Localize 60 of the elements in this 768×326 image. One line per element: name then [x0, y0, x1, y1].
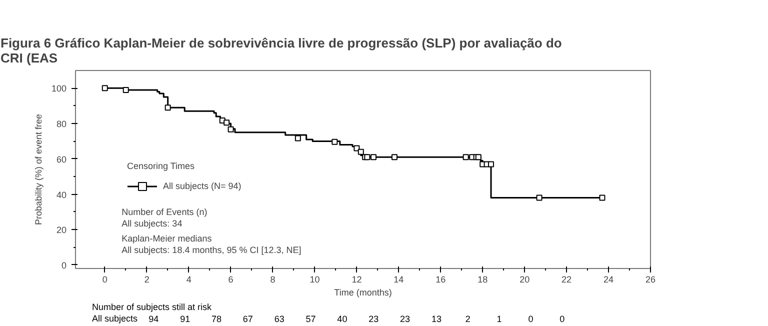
text: Number of subjects still at risk — [92, 302, 212, 312]
point — [488, 161, 494, 168]
text: 78 — [211, 314, 222, 324]
x-tick-label: 22 — [562, 274, 572, 284]
annotation: Number of Events (n) — [122, 206, 208, 217]
chart-title: Figura 6 Gráfico Kaplan-Meier de sobrevivência livre de progressão (SLP) por avaliação do CRI (EAS — [0, 36, 562, 66]
point — [228, 126, 234, 132]
x-tick-label: 8 — [270, 274, 276, 284]
point — [164, 104, 171, 111]
x-tick-label: 2 — [144, 274, 150, 284]
x-tick-label: 10 — [310, 274, 320, 284]
point — [536, 194, 542, 201]
text: 0 — [560, 314, 565, 324]
x-tick-label: 18 — [478, 274, 488, 284]
point — [354, 145, 360, 152]
point — [332, 138, 338, 145]
x-tick-label: 14 — [394, 274, 404, 284]
x-tick-label: 12 — [352, 274, 362, 284]
y-tick-label: 20 — [56, 225, 67, 236]
point — [102, 85, 108, 92]
point — [358, 148, 364, 155]
text: 40 — [337, 314, 348, 324]
annotation: All subjects: 34 — [122, 218, 182, 228]
point — [224, 120, 230, 126]
x-tick-label: 16 — [436, 274, 446, 284]
y-tick-label: 60 — [56, 154, 67, 164]
text: 2 — [465, 314, 470, 324]
text: 67 — [242, 314, 253, 324]
x-tick-label: 0 — [102, 274, 108, 284]
text: 13 — [431, 314, 442, 324]
text: All subjects — [92, 314, 138, 324]
x-tick-label: 24 — [604, 274, 614, 284]
y-tick-label: 40 — [56, 190, 67, 200]
legend-label: All subjects (N= 94) — [163, 181, 242, 191]
point — [370, 154, 376, 160]
y-tick-label: 100 — [51, 84, 67, 94]
text: 1 — [496, 314, 502, 324]
text: 63 — [274, 314, 284, 324]
text: 94 — [148, 314, 159, 324]
x-tick-label: 6 — [228, 274, 234, 284]
annotation: Kaplan-Meier medians — [122, 233, 212, 244]
point — [294, 135, 301, 142]
x-tick-label: 20 — [520, 274, 530, 284]
text: 0 — [528, 314, 534, 324]
legend-title: Censoring Times — [127, 161, 196, 171]
text: 91 — [180, 314, 190, 324]
text: 23 — [400, 314, 410, 324]
annotation: All subjects: 18.4 months, 95 % CI [12.3, NE] — [122, 244, 302, 255]
y-tick-label: 80 — [56, 119, 67, 130]
x-tick-label: 26 — [645, 274, 656, 284]
text: 57 — [306, 314, 316, 324]
point — [391, 154, 398, 160]
x-tick-label: 4 — [186, 274, 192, 284]
y-tick-label: 0 — [61, 260, 67, 270]
point — [462, 154, 469, 160]
point — [599, 194, 606, 201]
y-axis-title: Probability (%) of event free — [33, 114, 44, 226]
x-axis-title: Time (months) — [334, 288, 392, 298]
text: 23 — [368, 314, 379, 324]
point — [122, 86, 129, 93]
